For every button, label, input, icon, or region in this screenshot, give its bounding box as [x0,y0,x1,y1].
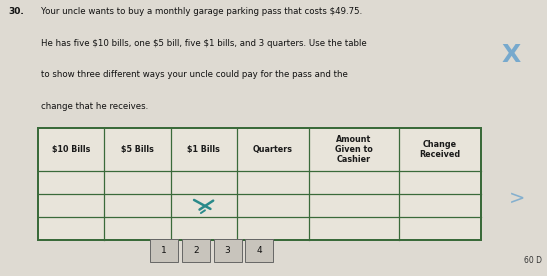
Text: $10 Bills: $10 Bills [52,145,91,154]
Text: Your uncle wants to buy a monthly garage parking pass that costs $49.75.: Your uncle wants to buy a monthly garage… [41,7,362,16]
Text: X: X [502,43,521,67]
Text: to show three different ways your uncle could pay for the pass and the: to show three different ways your uncle … [41,70,348,79]
Text: Change
Received: Change Received [420,140,461,159]
FancyBboxPatch shape [38,128,481,240]
FancyBboxPatch shape [150,239,178,262]
Text: change that he receives.: change that he receives. [41,102,148,111]
FancyBboxPatch shape [245,239,274,262]
Text: 4: 4 [257,246,262,255]
Text: 60 D: 60 D [523,256,542,265]
Text: 30.: 30. [8,7,24,16]
FancyBboxPatch shape [182,239,210,262]
Text: He has five $10 bills, one $5 bill, five $1 bills, and 3 quarters. Use the table: He has five $10 bills, one $5 bill, five… [41,39,367,48]
Text: >: > [509,189,525,208]
FancyBboxPatch shape [213,239,241,262]
Text: $1 Bills: $1 Bills [187,145,220,154]
Text: 3: 3 [225,246,230,255]
Text: 1: 1 [161,246,167,255]
Text: 2: 2 [193,246,199,255]
Text: $5 Bills: $5 Bills [121,145,154,154]
Text: Amount
Given to
Cashier: Amount Given to Cashier [335,135,373,164]
Text: Quarters: Quarters [253,145,293,154]
